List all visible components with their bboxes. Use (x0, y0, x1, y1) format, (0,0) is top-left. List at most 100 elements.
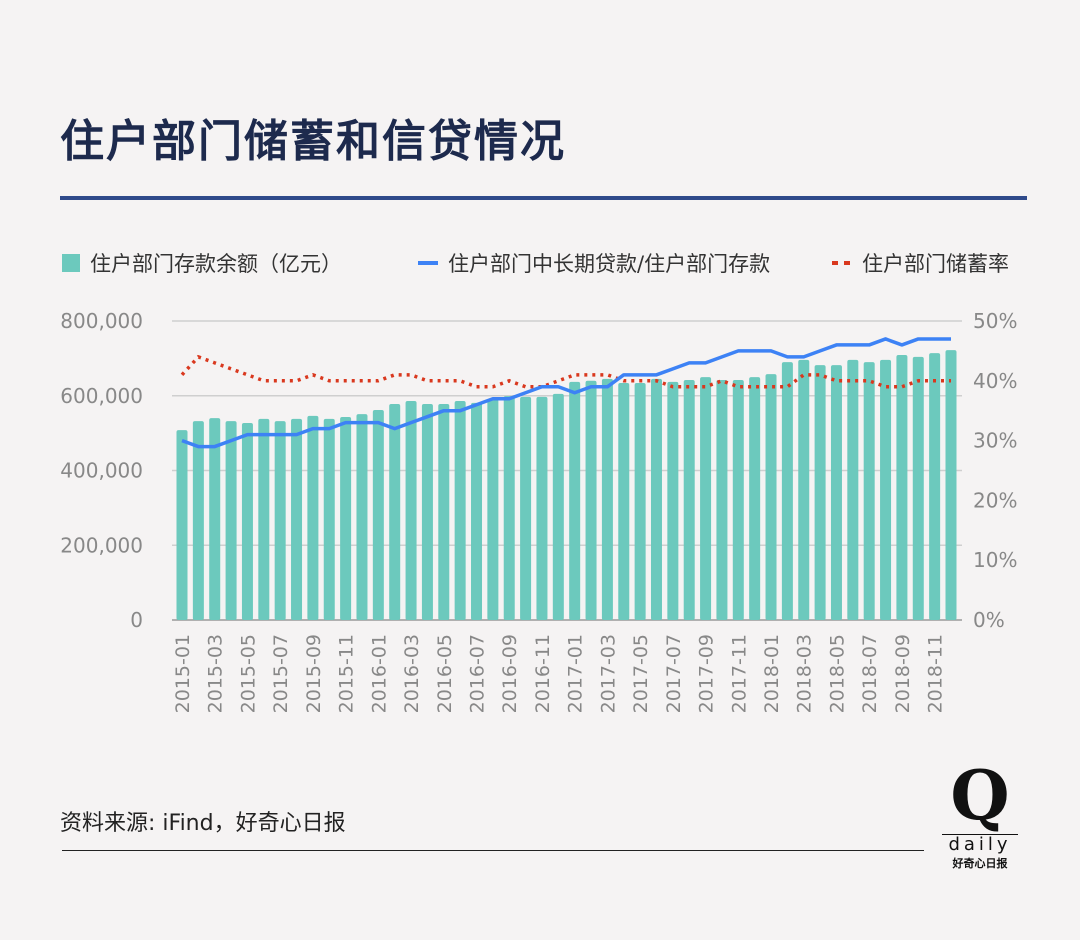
bar (732, 380, 744, 620)
bar (274, 421, 286, 620)
x-tick-label: 2016-05 (434, 634, 456, 713)
x-tick-label: 2016-09 (499, 634, 521, 713)
legend-swatch-dotted (832, 261, 852, 265)
x-tick-label: 2016-07 (467, 634, 489, 713)
bar (618, 383, 630, 620)
bar (503, 396, 515, 620)
bar (601, 378, 613, 620)
bar (749, 377, 761, 620)
bar (798, 359, 810, 620)
x-tick-label: 2018-09 (892, 634, 914, 713)
bar (814, 365, 826, 620)
bar (323, 418, 335, 620)
x-tick-label: 2018-07 (859, 634, 881, 713)
bar (634, 383, 646, 620)
bar (241, 423, 253, 620)
x-tick-label: 2018-01 (761, 634, 783, 713)
bar (471, 402, 483, 620)
x-tick-label: 2016-03 (401, 634, 423, 713)
legend-label-deposits: 住户部门存款余额（亿元） (90, 252, 342, 276)
x-tick-label: 2017-01 (565, 634, 587, 713)
logo-mark: Q (950, 756, 1010, 836)
bar (929, 353, 941, 620)
bar (176, 430, 188, 620)
x-tick-label: 2016-11 (532, 634, 554, 713)
x-tick-label: 2016-01 (368, 634, 390, 713)
x-tick-label: 2015-09 (303, 634, 325, 713)
x-tick-label: 2017-07 (663, 634, 685, 713)
logo-cn: 好奇心日报 (952, 857, 1008, 870)
bar (225, 421, 237, 620)
bar (438, 403, 450, 620)
bar (585, 380, 597, 620)
logo-word: daily (942, 834, 1018, 855)
bar (650, 378, 662, 620)
bar (454, 400, 466, 620)
bar (291, 418, 303, 620)
title-divider (60, 196, 1027, 200)
x-tick-label: 2015-11 (336, 634, 358, 713)
x-tick-label: 2015-07 (270, 634, 292, 713)
bar (716, 380, 728, 620)
bar (209, 418, 221, 620)
bar (765, 374, 777, 620)
x-tick-label: 2018-11 (925, 634, 947, 713)
legend-swatch-bar (62, 254, 80, 272)
bar (520, 396, 532, 620)
x-tick-label: 2018-05 (826, 634, 848, 713)
bar (830, 365, 842, 620)
bar (192, 421, 204, 620)
source-note: 资料来源: iFind，好奇心日报 (60, 811, 346, 836)
bar (421, 403, 433, 620)
bar (389, 403, 401, 620)
bar (569, 381, 581, 620)
y-right-tick-label: 20% (973, 488, 1017, 512)
y-right-tick-label: 30% (973, 429, 1017, 453)
y-left-tick-label: 800,000 (60, 309, 143, 333)
x-tick-label: 2015-05 (237, 634, 259, 713)
bar (847, 359, 859, 620)
bar (340, 417, 352, 620)
bar (536, 396, 548, 620)
x-tick-label: 2015-03 (205, 634, 227, 713)
x-tick-label: 2017-11 (728, 634, 750, 713)
legend-savings-rate: 住户部门储蓄率 (832, 248, 1009, 278)
legend-deposits: 住户部门存款余额（亿元） (62, 248, 342, 278)
logo: Q daily 好奇心日报 (942, 758, 1018, 871)
x-tick-label: 2018-03 (794, 634, 816, 713)
loan-ratio-line (181, 337, 951, 449)
bar (307, 415, 319, 620)
x-tick-label: 2015-01 (172, 634, 194, 713)
bar (487, 399, 499, 620)
legend-label-savings-rate: 住户部门储蓄率 (862, 252, 1009, 276)
bar (372, 409, 384, 620)
page-title: 住户部门储蓄和信贷情况 (60, 116, 566, 167)
x-tick-label: 2017-09 (696, 634, 718, 713)
y-right-tick-label: 0% (973, 608, 1005, 632)
legend-label-loan-ratio: 住户部门中长期贷款/住户部门存款 (448, 252, 771, 276)
y-right-tick-label: 40% (973, 369, 1017, 393)
bar (896, 355, 908, 620)
source-divider (62, 850, 924, 851)
bar (863, 362, 875, 620)
y-right-tick-label: 50% (973, 309, 1017, 333)
bar (700, 377, 712, 620)
legend-loan-ratio: 住户部门中长期贷款/住户部门存款 (418, 248, 770, 278)
y-left-tick-label: 200,000 (60, 533, 143, 557)
bar (258, 418, 270, 620)
bar (667, 381, 679, 620)
y-right-tick-label: 10% (973, 548, 1017, 572)
bar (781, 362, 793, 620)
y-left-tick-label: 400,000 (60, 459, 143, 483)
bar (880, 359, 892, 620)
bar (405, 400, 417, 620)
bar (356, 414, 368, 620)
x-tick-label: 2017-03 (597, 634, 619, 713)
bar (945, 350, 957, 620)
y-left-tick-label: 0 (130, 608, 143, 632)
bar (552, 393, 564, 620)
y-left-tick-label: 600,000 (60, 384, 143, 408)
bar (683, 380, 695, 620)
